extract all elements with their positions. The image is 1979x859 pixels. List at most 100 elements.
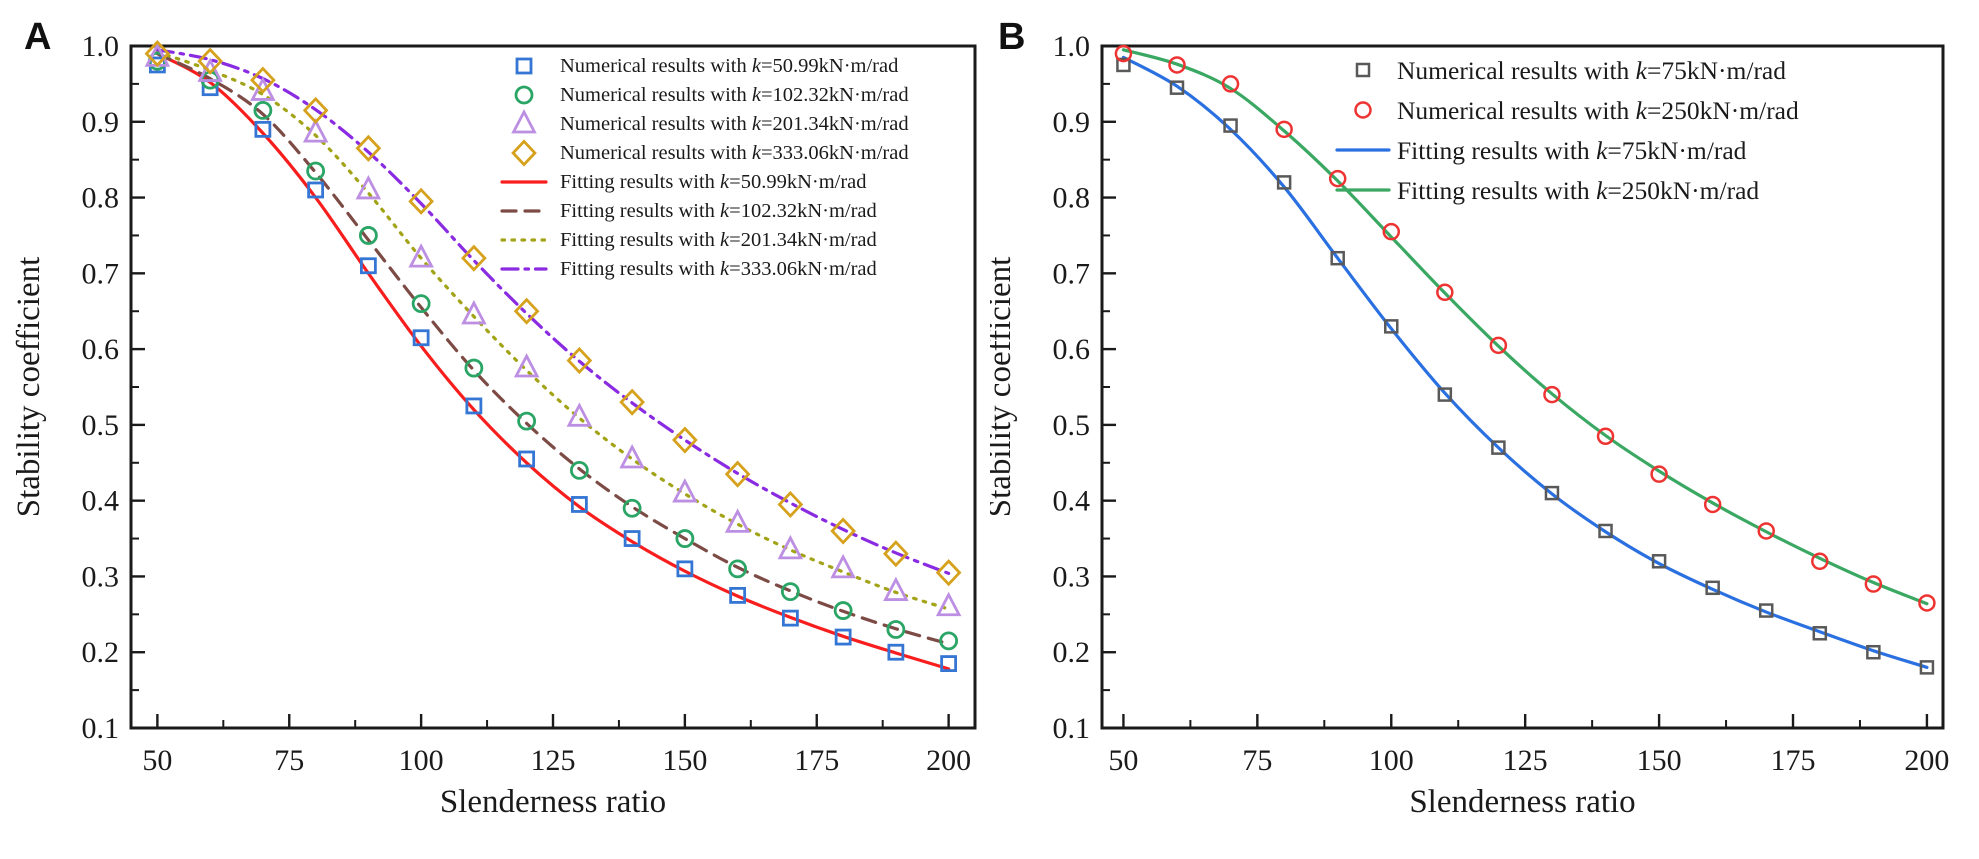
legend-label: Fitting results with k=201.34kN·m/rad — [560, 229, 877, 251]
x-tick-label: 75 — [1242, 744, 1272, 777]
panel-b-label: B — [998, 16, 1026, 58]
marker-diamond — [461, 244, 487, 272]
marker-diamond — [250, 66, 276, 94]
marker-triangle — [830, 553, 856, 579]
y-tick-label: 0.8 — [1053, 182, 1091, 215]
series-markers-numerical-results-with-k-250kn-m-rad — [1114, 44, 1936, 612]
series-layer — [144, 39, 962, 672]
marker-triangle — [408, 243, 434, 268]
marker-triangle — [724, 508, 751, 533]
marker-square — [1812, 626, 1828, 641]
legend-label: Numerical results with k=50.99kN·m/rad — [560, 55, 898, 77]
legend-item-numerical-results-with-k-50-99kn-m-rad: Numerical results with k=50.99kN·m/rad — [515, 55, 898, 77]
marker-square — [1116, 57, 1131, 73]
x-tick-label: 75 — [274, 744, 304, 777]
marker-square — [465, 397, 483, 415]
marker-square — [1598, 523, 1613, 539]
legend-item-numerical-results-with-k-333-06kn-m-rad: Numerical results with k=333.06kN·m/rad — [511, 139, 909, 167]
x-tick-label: 125 — [1503, 744, 1548, 777]
x-tick-label: 100 — [1369, 744, 1414, 777]
marker-square — [1437, 387, 1453, 402]
legend: Numerical results with k=50.99kN·m/rad Nu… — [500, 55, 909, 280]
y-axis-title: Stability coefficient — [11, 257, 47, 518]
marker-square — [1169, 80, 1185, 95]
marker-diamond — [777, 490, 804, 519]
series-markers-numerical-results-with-k-333-06kn-m-rad — [144, 39, 962, 587]
marker-diamond — [672, 426, 698, 454]
series-line-fitting-results-with-k-201-34kn-m-rad — [155, 50, 951, 611]
x-tick-label: 150 — [1637, 744, 1682, 777]
axes: 50 75 100 125 150 175 200 0.1 0.2 0.3 0.4 0.5 0.6 0.7… — [11, 30, 977, 820]
x-tick-label: 50 — [1108, 744, 1138, 777]
legend-label: Fitting results with k=102.32kN·m/rad — [560, 200, 877, 222]
marker-circle — [833, 601, 853, 620]
marker-square — [781, 609, 799, 627]
marker-diamond — [883, 540, 909, 568]
y-tick-label: 0.3 — [1053, 560, 1091, 593]
marker-square — [1544, 485, 1560, 501]
chart-a-svg: 50 75 100 125 150 175 200 0.1 0.2 0.3 0.4 0.5 0.6 0.7… — [11, 30, 977, 820]
marker-square — [254, 120, 272, 138]
x-tick-label: 175 — [1771, 744, 1816, 777]
marker-circle — [514, 85, 534, 105]
marker-circle — [253, 101, 273, 120]
y-tick-label: 0.4 — [1053, 485, 1091, 518]
x-tick-label: 175 — [794, 744, 839, 777]
y-tick-label: 0.7 — [1053, 257, 1091, 290]
marker-square — [834, 628, 852, 646]
marker-diamond — [619, 388, 645, 416]
legend-label: Numerical results with k=75kN·m/rad — [1397, 56, 1786, 85]
x-tick-label: 50 — [142, 744, 172, 777]
marker-circle — [1489, 336, 1508, 355]
marker-square — [307, 181, 325, 199]
series-line-fitting-results-with-k-333-06kn-m-rad — [155, 48, 951, 576]
marker-square — [412, 329, 430, 347]
marker-square — [1705, 580, 1720, 596]
legend-label: Numerical results with k=102.32kN·m/rad — [560, 84, 909, 106]
y-tick-label: 0.9 — [1053, 106, 1091, 139]
marker-circle — [728, 559, 748, 579]
legend-item-numerical-results-with-k-250kn-m-rad: Numerical results with k=250kN·m/rad — [1354, 96, 1799, 125]
legend-item-fitting-results-with-k-333-06kn-m-rad: Fitting results with k=333.06kN·m/rad — [500, 258, 877, 280]
marker-square — [940, 655, 958, 672]
legend-item-fitting-results-with-k-250kn-m-rad: Fitting results with k=250kN·m/rad — [1335, 176, 1759, 205]
y-tick-label: 0.9 — [82, 106, 120, 139]
marker-circle — [780, 582, 800, 601]
marker-triangle — [302, 118, 329, 143]
marker-square — [887, 643, 905, 661]
x-tick-label: 100 — [399, 744, 444, 777]
legend-label: Fitting results with k=333.06kN·m/rad — [560, 258, 877, 280]
y-tick-label: 0.5 — [1053, 409, 1091, 442]
y-tick-label: 1.0 — [82, 30, 120, 63]
marker-diamond — [830, 517, 856, 545]
legend-item-fitting-results-with-k-50-99kn-m-rad: Fitting results with k=50.99kN·m/rad — [500, 171, 867, 193]
x-tick-label: 150 — [662, 744, 707, 777]
marker-square — [623, 530, 641, 547]
series-line-fitting-results-with-k-50-99kn-m-rad — [155, 51, 951, 671]
y-tick-label: 0.5 — [82, 409, 120, 442]
marker-diamond — [511, 139, 537, 167]
marker-square — [1276, 175, 1292, 190]
marker-diamond — [513, 297, 540, 325]
marker-diamond — [724, 460, 751, 488]
marker-square — [1758, 603, 1774, 618]
series-layer — [1114, 44, 1936, 675]
series-line-fitting-results-with-k-75kn-m-rad — [1121, 55, 1929, 669]
marker-circle — [464, 358, 484, 378]
chart-b-svg: 50 75 100 125 150 175 200 0.1 0.2 0.3 0.4 0.5 0.6 0.7… — [990, 30, 1949, 820]
series-markers-numerical-results-with-k-201-34kn-m-rad — [144, 42, 962, 617]
marker-diamond — [302, 96, 329, 124]
marker-circle — [1757, 522, 1775, 540]
marker-diamond — [566, 346, 593, 375]
marker-triangle — [250, 76, 276, 101]
y-tick-label: 0.1 — [1053, 712, 1091, 745]
x-axis-title: Slenderness ratio — [440, 784, 666, 820]
y-tick-label: 0.2 — [1053, 636, 1091, 669]
legend-label: Numerical results with k=333.06kN·m/rad — [560, 142, 909, 164]
marker-circle — [622, 498, 642, 518]
marker-circle — [1650, 465, 1668, 483]
marker-square — [729, 586, 747, 604]
marker-circle — [1168, 56, 1186, 74]
y-axis-title: Stability coefficient — [990, 257, 1018, 518]
marker-square — [1651, 554, 1667, 569]
